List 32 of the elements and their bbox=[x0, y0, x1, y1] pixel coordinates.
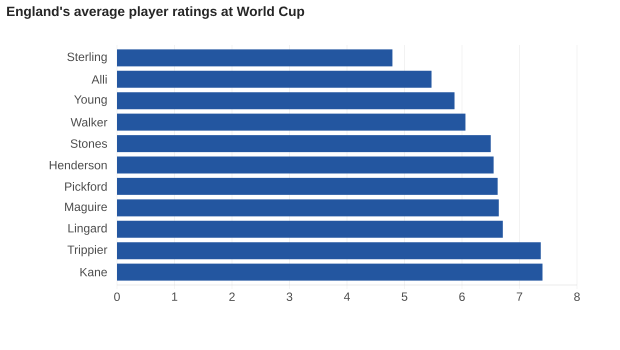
y-tick-label: Pickford bbox=[65, 182, 107, 191]
y-tick-label: Walker bbox=[70, 118, 108, 127]
bar bbox=[117, 264, 542, 281]
bar bbox=[117, 70, 432, 88]
y-tick-label: Alli bbox=[92, 74, 107, 84]
bar bbox=[117, 242, 541, 260]
bar bbox=[117, 220, 503, 238]
bar bbox=[117, 92, 455, 110]
y-tick-label: Henderson bbox=[50, 160, 107, 170]
bar bbox=[117, 199, 499, 216]
y-tick-label: Kane bbox=[80, 268, 107, 276]
y-tick-label: Sterling bbox=[67, 52, 107, 64]
x-tick-label: 8 bbox=[574, 292, 580, 302]
bar bbox=[117, 156, 494, 174]
x-tick-label: 5 bbox=[402, 292, 408, 301]
x-tick-label: 3 bbox=[286, 292, 292, 302]
bar bbox=[117, 114, 466, 131]
y-tick-label: Maguire bbox=[65, 202, 107, 214]
y-tick-label: Stones bbox=[70, 139, 108, 148]
bar bbox=[117, 135, 491, 152]
x-tick-label: 7 bbox=[516, 292, 522, 301]
bar bbox=[117, 178, 498, 195]
x-tick-label: 4 bbox=[344, 292, 350, 301]
chart-title: England's average player ratings at World Cup bbox=[7, 6, 304, 19]
y-tick-label: Trippier bbox=[68, 245, 108, 256]
x-tick-label: 0 bbox=[114, 292, 120, 302]
x-tick-label: 2 bbox=[229, 292, 235, 301]
x-tick-label: 6 bbox=[459, 292, 465, 302]
y-tick-label: Young bbox=[74, 95, 107, 106]
y-tick-label: Lingard bbox=[68, 224, 107, 235]
bar bbox=[117, 49, 392, 66]
x-tick-label: 1 bbox=[172, 292, 178, 301]
